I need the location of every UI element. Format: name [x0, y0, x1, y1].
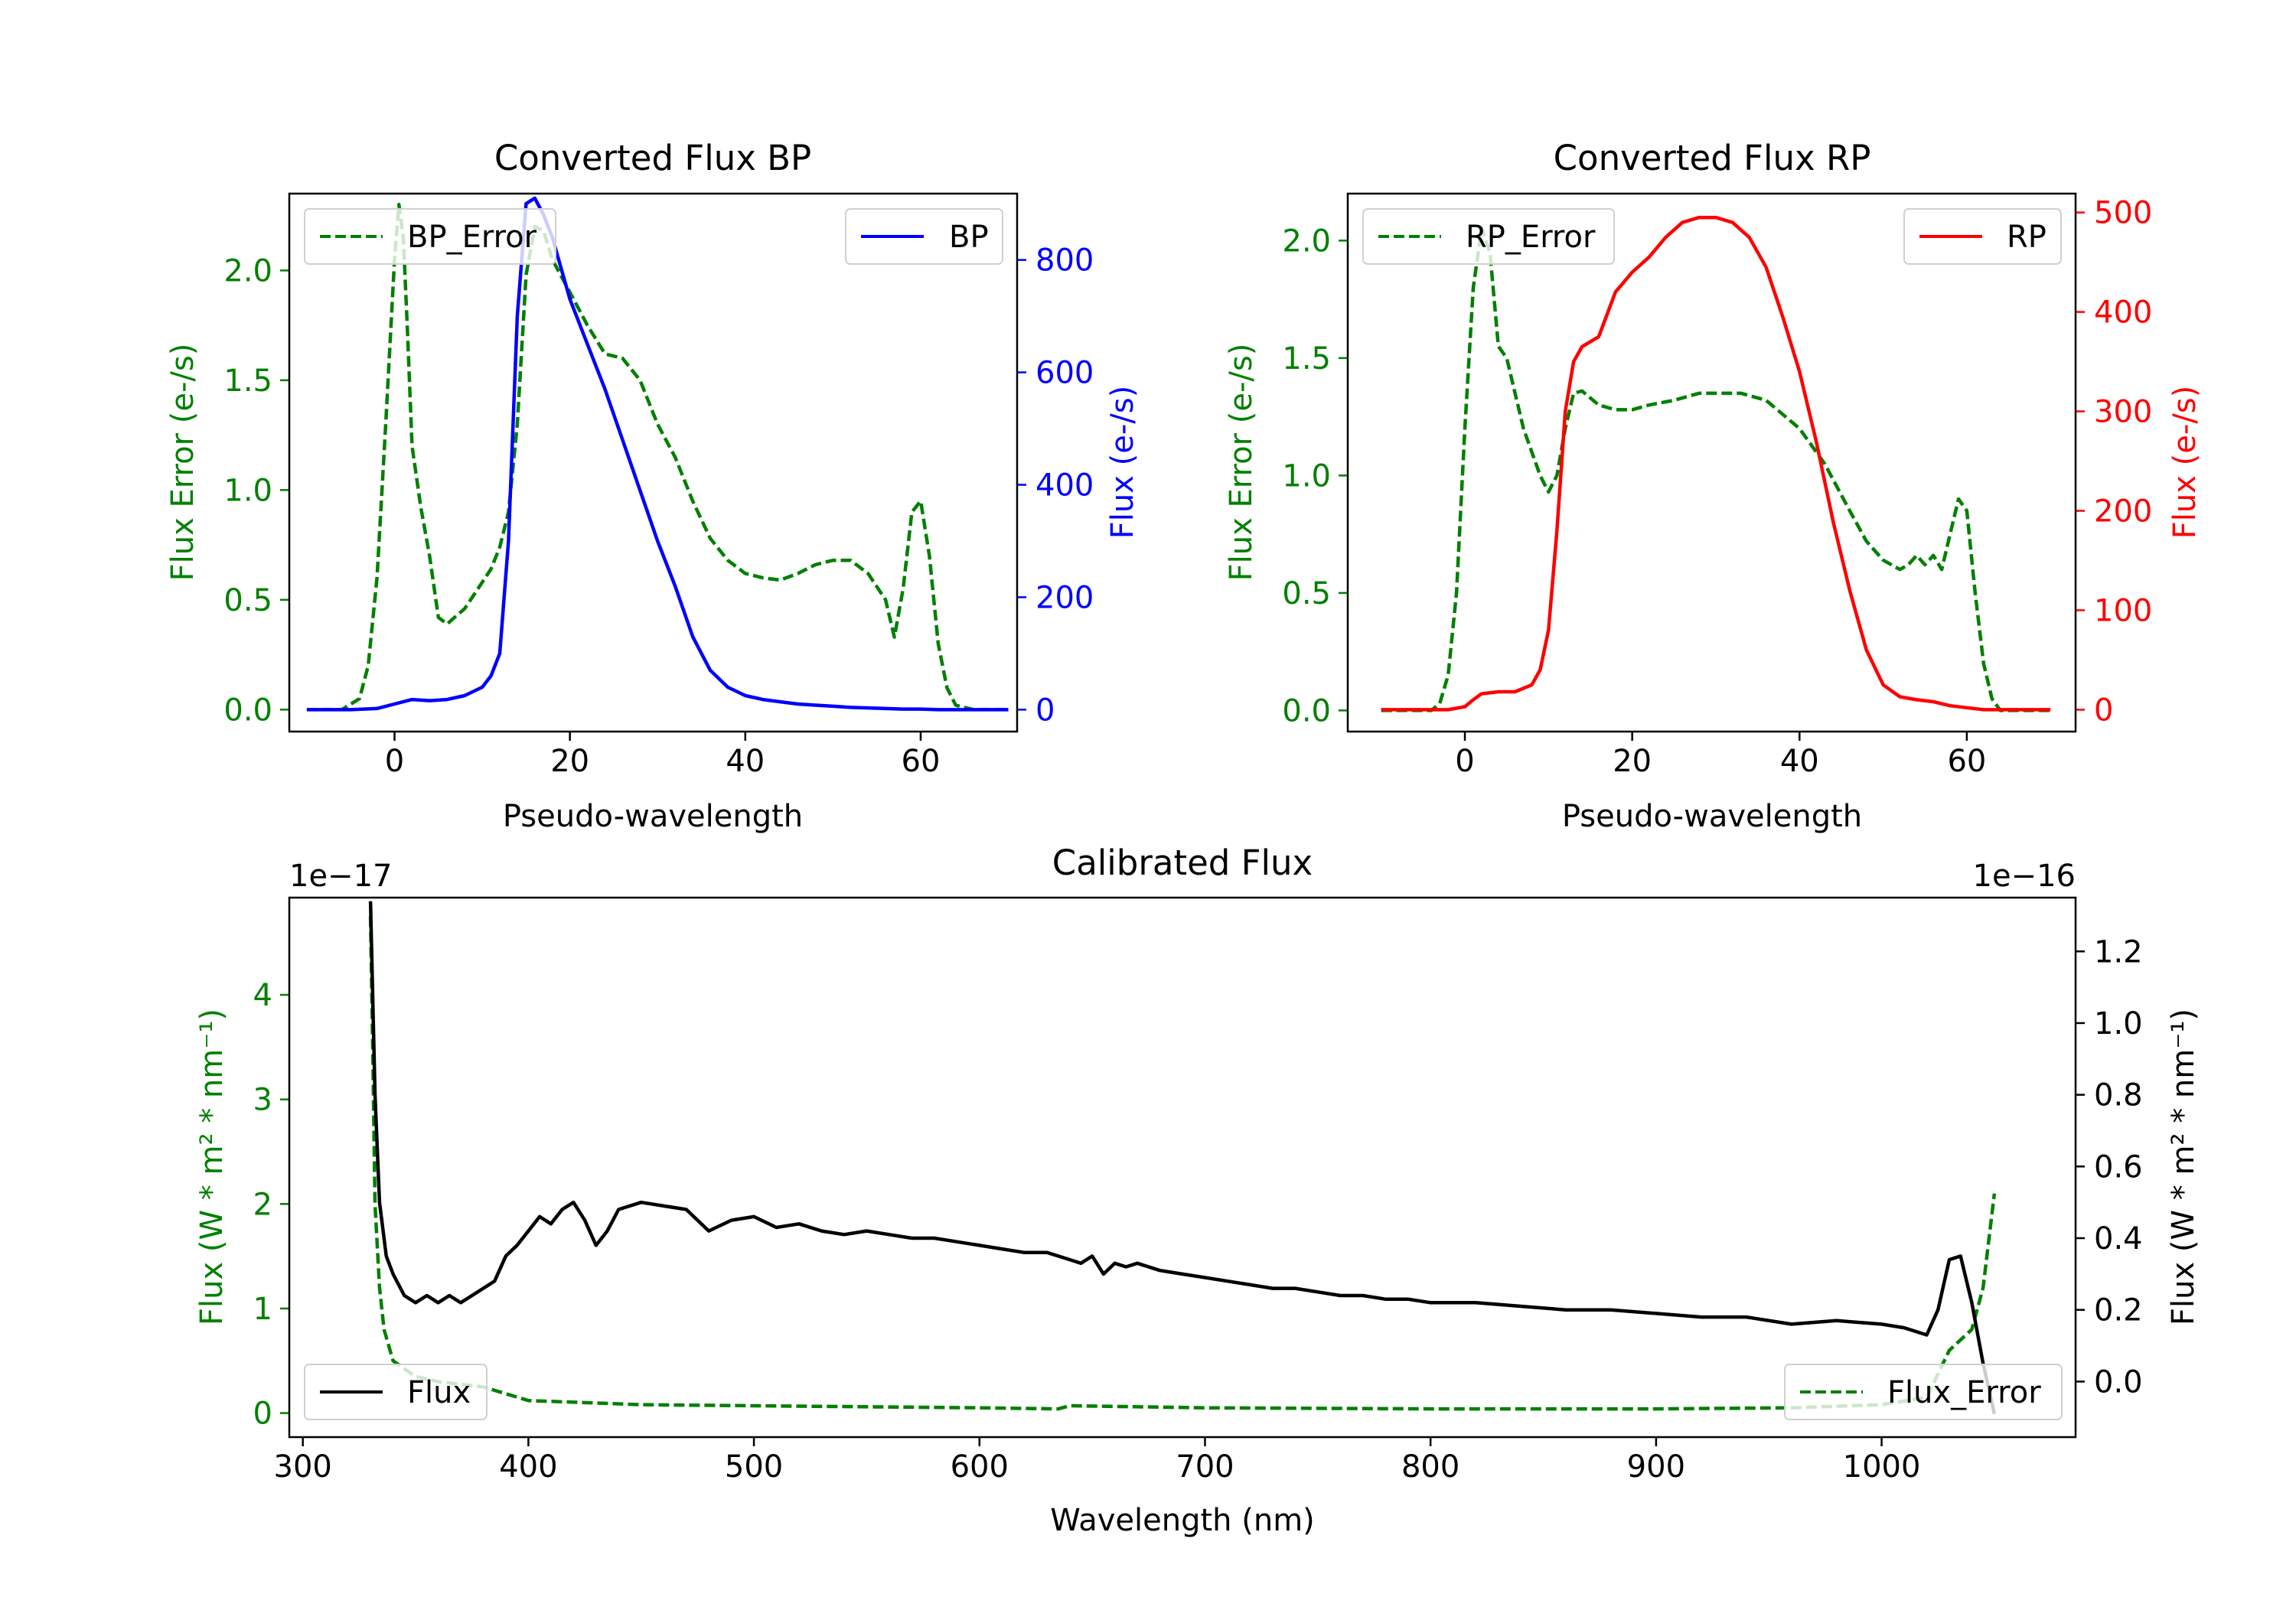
x-tick-label: 600 — [951, 1449, 1009, 1485]
chart-bp-legend-flux: BP — [845, 208, 1003, 265]
chart-rp-marks: 0 20 40 60 0.0 0.5 1.0 1.5 2.0 0 100 200 300 400 500 — [1282, 196, 2152, 779]
y-right-tick-label: 0.2 — [2094, 1293, 2143, 1328]
series-flux — [368, 901, 1997, 1415]
y-left-tick-label: 1.5 — [1282, 341, 1331, 376]
y-left-tick-label: 1 — [253, 1292, 272, 1327]
legend-box — [304, 1364, 488, 1420]
chart-calibrated-legend-error: Flux_Error — [1784, 1364, 2063, 1420]
chart-calibrated-legend-flux: Flux — [304, 1364, 488, 1420]
x-tick-label: 400 — [499, 1449, 557, 1485]
y-left-tick-label: 2.0 — [223, 253, 272, 288]
x-tick-label: 800 — [1401, 1449, 1459, 1485]
x-tick-label: 500 — [725, 1449, 783, 1485]
x-tick-label: 1000 — [1843, 1449, 1921, 1485]
chart-bp-legend-error: BP_Error — [304, 208, 556, 265]
y-left-tick-label: 1.5 — [223, 363, 272, 399]
legend-box — [1362, 208, 1615, 265]
y-right-tick-label: 500 — [2094, 196, 2152, 231]
y-right-tick-label: 200 — [1035, 580, 1094, 615]
chart-calibrated-ylabel-left: Flux (W * m² * nm⁻¹) — [194, 1009, 230, 1325]
chart-calibrated-frame — [288, 896, 2077, 1439]
y-left-tick-label: 0.0 — [1282, 693, 1331, 729]
y-left-tick-label: 0.0 — [223, 693, 272, 728]
series-flux-error — [368, 916, 1997, 1411]
chart-bp-ylabel-right: Flux (e-/s) — [1105, 386, 1140, 539]
y-left-tick-label: 1.0 — [223, 473, 272, 508]
y-left-tick-label: 2 — [253, 1187, 272, 1222]
y-left-tick-label: 0.5 — [1282, 576, 1331, 611]
x-tick-label: 700 — [1176, 1449, 1234, 1485]
y-right-tick-label: 1.2 — [2094, 934, 2143, 970]
x-tick-label: 20 — [1613, 744, 1652, 779]
legend-label-flux-error: Flux_Error — [1887, 1375, 2041, 1410]
chart-rp: Converted Flux RP 0 20 40 60 0.0 0.5 1.0 1.5 2.0… — [1224, 138, 2203, 834]
legend-label-bp-error: BP_Error — [407, 220, 537, 255]
y-right-tick-label: 0 — [2094, 693, 2113, 728]
x-tick-label: 40 — [1780, 744, 1819, 779]
y-right-tick-label: 100 — [2094, 593, 2152, 628]
chart-rp-legend-flux: RP — [1903, 208, 2062, 265]
chart-bp-ylabel-left: Flux Error (e-/s) — [165, 344, 201, 582]
chart-bp: Converted Flux BP 0 20 40 60 0.0 0.5 1.0 1.5 2.0… — [165, 138, 1140, 834]
y-right-tick-label: 400 — [1035, 468, 1094, 504]
x-tick-label: 300 — [274, 1449, 332, 1485]
chart-bp-xlabel: Pseudo-wavelength — [503, 799, 803, 834]
legend-label-rp: RP — [2007, 220, 2047, 255]
chart-rp-title: Converted Flux RP — [1554, 138, 1871, 178]
chart-calibrated-ylabel-right: Flux (W * m² * nm⁻¹) — [2166, 1009, 2201, 1325]
chart-rp-legend-error: RP_Error — [1362, 208, 1615, 265]
chart-calibrated-title: Calibrated Flux — [1052, 843, 1313, 883]
x-tick-label: 60 — [1947, 744, 1986, 779]
legend-box — [304, 208, 556, 265]
legend-label-flux: Flux — [407, 1375, 471, 1410]
legend-box — [1903, 208, 2062, 265]
y-left-tick-label: 0.5 — [223, 583, 272, 618]
chart-calibrated: Calibrated Flux 1e−17 1e−16 300 400 500 600… — [194, 843, 2201, 1538]
y-left-tick-label: 1.0 — [1282, 458, 1331, 494]
chart-calibrated-offset-right: 1e−16 — [1973, 859, 2076, 894]
y-left-tick-label: 3 — [253, 1083, 272, 1118]
y-left-tick-label: 2.0 — [1282, 223, 1331, 259]
y-right-tick-label: 600 — [1035, 356, 1094, 391]
x-tick-label: 60 — [902, 744, 941, 779]
chart-rp-ylabel-left: Flux Error (e-/s) — [1224, 344, 1259, 582]
y-right-tick-label: 0.8 — [2094, 1078, 2143, 1113]
x-tick-label: 900 — [1627, 1449, 1685, 1485]
series-bp-error — [306, 203, 1009, 712]
chart-rp-frame — [1346, 192, 2077, 733]
x-tick-label: 0 — [1455, 744, 1474, 779]
x-tick-label: 40 — [726, 744, 765, 779]
y-right-tick-label: 0.4 — [2094, 1221, 2143, 1257]
chart-calibrated-offset-left: 1e−17 — [289, 859, 392, 894]
series-rp — [1381, 215, 2051, 712]
x-tick-label: 20 — [550, 744, 589, 779]
y-right-tick-label: 200 — [2094, 494, 2152, 530]
chart-rp-ylabel-right: Flux (e-/s) — [2167, 386, 2203, 539]
y-right-tick-label: 800 — [1035, 243, 1094, 279]
x-tick-label: 0 — [385, 744, 404, 779]
chart-calibrated-marks: 300 400 500 600 700 800 900 1000 0 1 2 3 4 0.0 0.2 0.4 0… — [253, 901, 2143, 1485]
chart-bp-marks: 0 20 40 60 0.0 0.5 1.0 1.5 2.0 0 200 400 600 800 — [223, 196, 1094, 779]
y-right-tick-label: 0.6 — [2094, 1149, 2143, 1185]
y-right-tick-label: 1.0 — [2094, 1006, 2143, 1041]
y-right-tick-label: 0 — [1035, 693, 1055, 728]
legend-box — [1784, 1364, 2063, 1420]
y-left-tick-label: 0 — [253, 1397, 272, 1432]
legend-label-bp: BP — [949, 220, 989, 255]
chart-bp-title: Converted Flux BP — [494, 138, 811, 178]
series-bp — [306, 196, 1009, 712]
chart-rp-xlabel: Pseudo-wavelength — [1562, 799, 1862, 834]
chart-bp-frame — [288, 192, 1019, 733]
y-right-tick-label: 300 — [2094, 395, 2152, 430]
chart-calibrated-xlabel: Wavelength (nm) — [1050, 1503, 1315, 1538]
y-right-tick-label: 0.0 — [2094, 1364, 2143, 1400]
y-right-tick-label: 400 — [2094, 295, 2152, 331]
y-left-tick-label: 4 — [253, 978, 272, 1013]
legend-box — [845, 208, 1003, 265]
legend-label-rp-error: RP_Error — [1466, 220, 1596, 255]
